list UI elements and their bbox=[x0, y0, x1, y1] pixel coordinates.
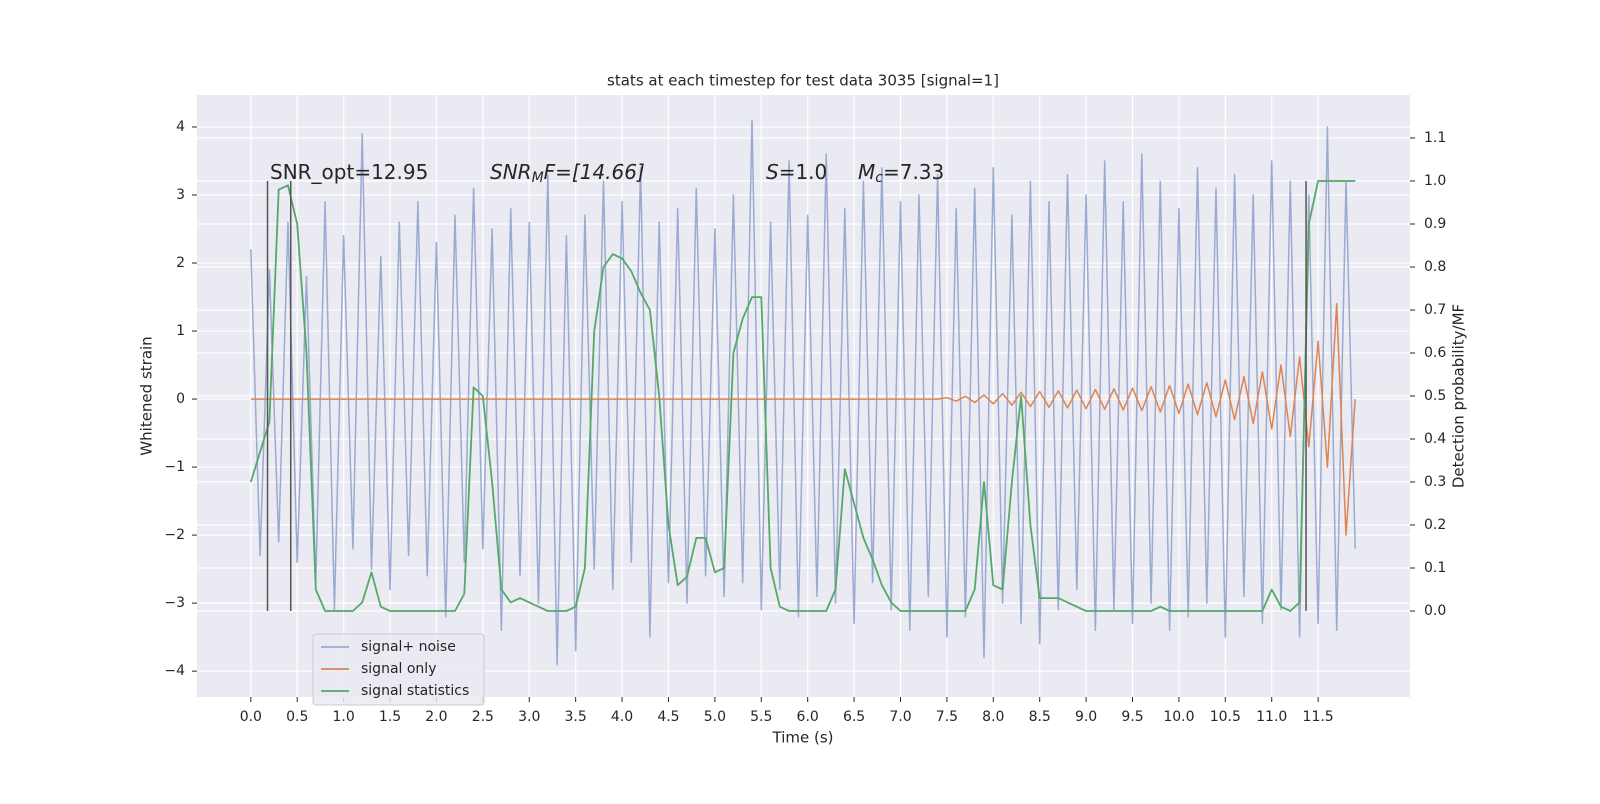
y2-tick-label: 0.9 bbox=[1424, 216, 1446, 232]
y2-tick-label: 0.0 bbox=[1424, 603, 1446, 619]
y-tick-label: 3 bbox=[176, 187, 185, 203]
annotation: SNRMF=[14.66] bbox=[490, 160, 645, 187]
x-tick-label: 3.5 bbox=[565, 709, 587, 725]
x-tick-label: 7.0 bbox=[889, 709, 911, 725]
y2-tick-label: 0.8 bbox=[1424, 259, 1446, 275]
annotation-sub: c bbox=[875, 170, 883, 186]
x-tick-label: 0.0 bbox=[240, 709, 262, 725]
annotation-rest: F=[14.66] bbox=[544, 160, 645, 184]
x-tick-label: 9.0 bbox=[1075, 709, 1097, 725]
annotation: S=1.0 bbox=[766, 160, 827, 184]
x-tick-label: 5.0 bbox=[704, 709, 726, 725]
chart-title: stats at each timestep for test data 303… bbox=[607, 72, 999, 90]
x-tick-label: 9.5 bbox=[1121, 709, 1143, 725]
annotation-rest: =1.0 bbox=[779, 160, 828, 184]
x-tick-label: 10.0 bbox=[1163, 709, 1194, 725]
annotation-sub: M bbox=[532, 170, 544, 186]
x-tick-label: 10.5 bbox=[1210, 709, 1241, 725]
x-tick-label: 4.0 bbox=[611, 709, 633, 725]
legend-label: signal statistics bbox=[361, 683, 469, 699]
y2-tick-label: 0.5 bbox=[1424, 388, 1446, 404]
legend-label: signal+ noise bbox=[361, 639, 456, 655]
x-tick-label: 5.5 bbox=[750, 709, 772, 725]
x-tick-label: 8.5 bbox=[1029, 709, 1051, 725]
y2-tick-label: 0.2 bbox=[1424, 517, 1446, 533]
x-tick-label: 1.0 bbox=[333, 709, 355, 725]
annotation-main: SNR bbox=[490, 160, 532, 184]
x-tick-label: 11.0 bbox=[1256, 709, 1287, 725]
y2-tick-label: 0.6 bbox=[1424, 345, 1446, 361]
y2-tick-label: 0.3 bbox=[1424, 474, 1446, 490]
y-tick-label: −4 bbox=[164, 663, 185, 679]
annotation-rest: =7.33 bbox=[883, 160, 944, 184]
annotation-main: M bbox=[858, 160, 875, 184]
x-tick-label: 2.5 bbox=[472, 709, 494, 725]
legend-label: signal only bbox=[361, 661, 436, 677]
annotation: Mc=7.33 bbox=[858, 160, 944, 187]
annotation-main: SNR_opt=12.95 bbox=[270, 160, 428, 184]
y-tick-label: 2 bbox=[176, 255, 185, 271]
y-axis-label: Whitened strain bbox=[138, 336, 156, 455]
series-line bbox=[250, 119, 1356, 666]
annotation: SNR_opt=12.95 bbox=[270, 160, 428, 184]
y-tick-label: −3 bbox=[164, 595, 185, 611]
y2-tick-label: 0.7 bbox=[1424, 302, 1446, 318]
x-tick-label: 1.5 bbox=[379, 709, 401, 725]
y2-tick-label: 1.1 bbox=[1424, 130, 1446, 146]
x-tick-label: 6.0 bbox=[797, 709, 819, 725]
y2-tick-label: 1.0 bbox=[1424, 173, 1446, 189]
x-tick-label: 3.0 bbox=[518, 709, 540, 725]
x-tick-label: 0.5 bbox=[286, 709, 308, 725]
annotation-main: S bbox=[766, 160, 779, 184]
y2-tick-label: 0.4 bbox=[1424, 431, 1446, 447]
y-tick-label: 0 bbox=[176, 391, 185, 407]
y-tick-label: −1 bbox=[164, 459, 185, 475]
y-tick-label: −2 bbox=[164, 527, 185, 543]
series-line bbox=[249, 180, 1356, 612]
x-tick-label: 8.0 bbox=[982, 709, 1004, 725]
x-tick-label: 11.5 bbox=[1303, 709, 1334, 725]
x-tick-label: 6.5 bbox=[843, 709, 865, 725]
x-tick-label: 4.5 bbox=[657, 709, 679, 725]
y2-tick-label: 0.1 bbox=[1424, 560, 1446, 576]
y-tick-label: 1 bbox=[176, 323, 185, 339]
x-tick-label: 2.0 bbox=[425, 709, 447, 725]
x-tick-label: 7.5 bbox=[936, 709, 958, 725]
legend-box bbox=[312, 633, 485, 706]
series-line bbox=[250, 303, 1356, 536]
y-tick-label: 4 bbox=[176, 119, 185, 135]
x-axis-label: Time (s) bbox=[772, 729, 834, 747]
y2-axis-label: Detection probability/MF bbox=[1450, 304, 1468, 488]
